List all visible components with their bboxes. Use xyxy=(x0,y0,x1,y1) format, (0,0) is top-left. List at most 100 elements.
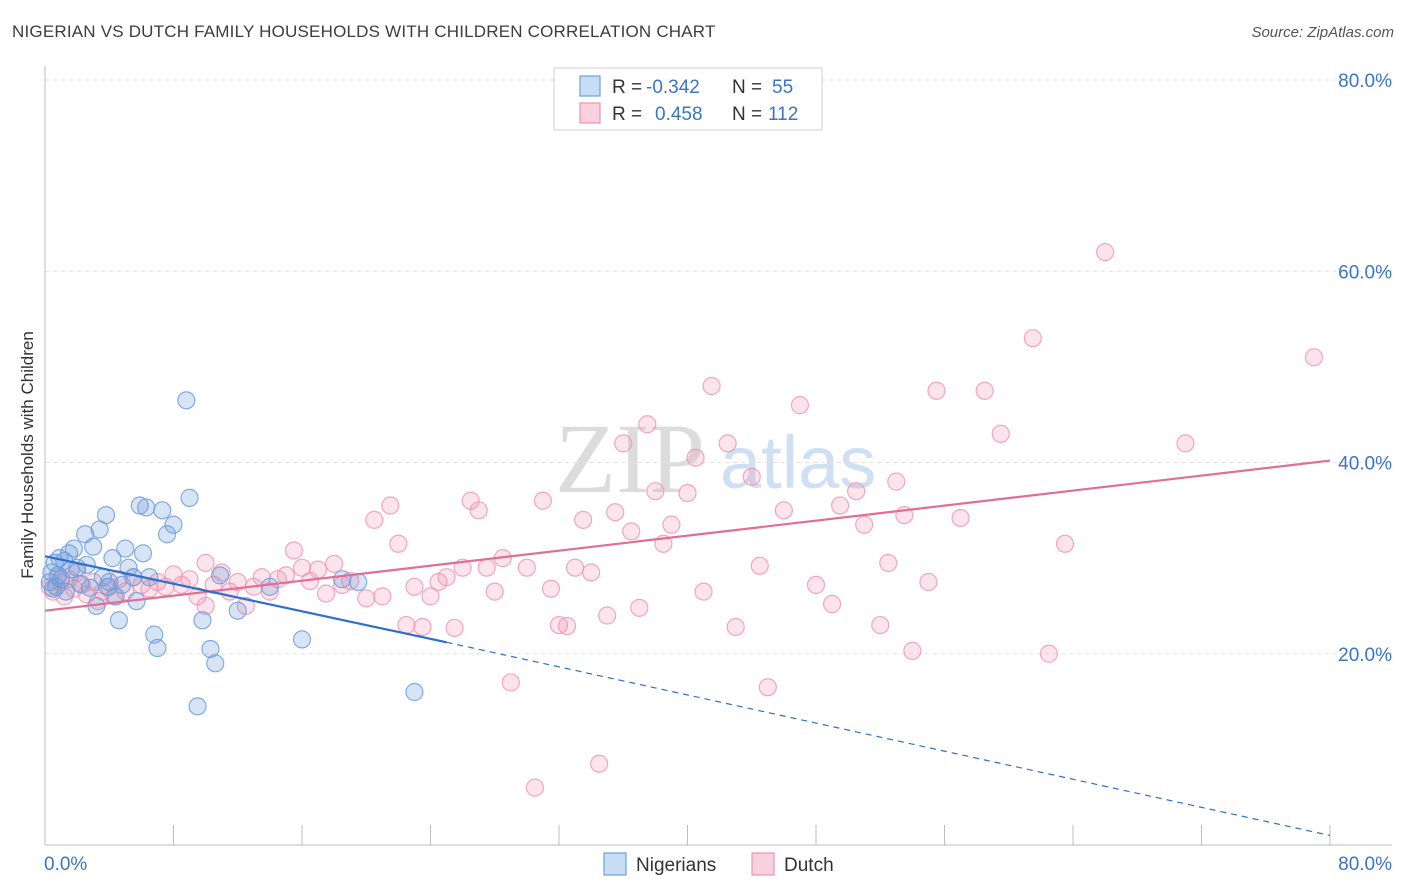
dutch-point-38 xyxy=(292,558,312,577)
dutch-point-85 xyxy=(702,376,721,396)
dutch-point-115 xyxy=(614,434,633,453)
dutch-point-92 xyxy=(790,396,810,415)
nigerian-point-38 xyxy=(157,525,177,544)
dutch-point-49 xyxy=(389,534,408,553)
dutch-point-88 xyxy=(742,467,761,486)
nigerian-point-50 xyxy=(333,570,352,589)
dutch-point-74 xyxy=(598,606,617,625)
dutch-point-48 xyxy=(381,496,400,515)
bottom-legend-swatch-nigerians xyxy=(603,852,627,876)
dutch-point-81 xyxy=(662,515,681,534)
legend-r-value-dutch: 0.458 xyxy=(655,104,703,125)
dutch-point-79 xyxy=(646,482,665,501)
dutch-point-70 xyxy=(565,558,585,577)
dutch-point-50 xyxy=(397,615,416,635)
nigerian-point-25 xyxy=(109,611,128,630)
gridlines xyxy=(45,79,1392,655)
trend-lines xyxy=(44,459,1331,837)
dutch-point-72 xyxy=(582,563,601,582)
dutch-point-63 xyxy=(501,673,520,692)
tick-labels: 0.0% 80.0% 20.0% 40.0% 60.0% 80.0% xyxy=(44,71,1392,875)
nigerian-point-21 xyxy=(96,505,116,525)
dutch-point-90 xyxy=(758,678,777,697)
dutch-point-87 xyxy=(726,617,745,637)
nigerian-point-27 xyxy=(116,539,135,558)
dutch-point-45 xyxy=(357,589,376,608)
nigerian-point-12 xyxy=(64,539,84,558)
chart-title: NIGERIAN VS DUTCH FAMILY HOUSEHOLDS WITH… xyxy=(12,22,716,41)
dutch-point-52 xyxy=(413,617,432,637)
source-credit: Source: ZipAtlas.com xyxy=(1251,24,1394,41)
dutch-point-51 xyxy=(405,577,424,596)
correlation-legend: R = -0.342 N = 55 R = 0.458 N = 112 xyxy=(553,67,823,131)
dutch-points xyxy=(40,243,1324,797)
nigerian-point-9 xyxy=(56,582,75,601)
dutch-point-71 xyxy=(573,510,593,529)
dutch-point-28 xyxy=(212,563,231,582)
nigerian-point-43 xyxy=(193,611,212,630)
y-tick-label-40: 40.0% xyxy=(1338,454,1392,475)
nigerian-point-28 xyxy=(119,558,138,577)
y-tick-label-20: 20.0% xyxy=(1338,645,1392,666)
nigerian-point-37 xyxy=(153,501,172,520)
y-tick-label-60: 60.0% xyxy=(1338,262,1392,283)
dutch-point-75 xyxy=(606,503,625,522)
bottom-legend-swatch-dutch xyxy=(751,852,775,876)
nigerian-point-52 xyxy=(405,682,424,702)
dutch-point-94 xyxy=(822,594,842,614)
nigerian-point-47 xyxy=(228,601,247,620)
dutch-point-108 xyxy=(1023,329,1042,348)
nigerian-point-14 xyxy=(71,574,90,594)
dutch-point-56 xyxy=(445,618,464,638)
nigerian-point-49 xyxy=(292,630,312,649)
nigerian-points xyxy=(40,391,424,716)
nigerian-point-54 xyxy=(98,577,117,596)
dutch-point-102 xyxy=(903,641,922,660)
legend-n-value-dutch: 112 xyxy=(768,104,798,125)
dutch-point-104 xyxy=(927,381,946,400)
dutch-point-47 xyxy=(373,587,392,606)
dutch-point-82 xyxy=(678,484,697,503)
axes xyxy=(44,66,1392,846)
nigerian-point-31 xyxy=(130,496,149,515)
x-tick-label-0: 0.0% xyxy=(44,854,87,875)
dutch-point-98 xyxy=(871,615,890,635)
dutch-point-46 xyxy=(365,510,384,529)
nigerian-point-41 xyxy=(180,488,199,507)
nigerian-point-46 xyxy=(210,566,230,585)
dutch-point-42 xyxy=(325,554,344,573)
legend-swatch-nigerians xyxy=(579,75,601,97)
series-legend: Nigerians Dutch xyxy=(603,852,834,876)
legend-swatch-dutch xyxy=(579,102,601,124)
dutch-point-97 xyxy=(855,515,874,534)
dutch-point-96 xyxy=(847,482,866,501)
dutch-point-64 xyxy=(517,558,536,577)
dutch-point-111 xyxy=(1096,243,1115,262)
legend-n-label-nigerians: N = xyxy=(732,77,762,98)
nigerian-point-51 xyxy=(349,572,368,592)
dutch-point-36 xyxy=(276,566,296,585)
dutch-point-91 xyxy=(774,501,793,520)
nigerian-point-42 xyxy=(188,697,207,716)
dutch-point-26 xyxy=(196,553,215,573)
dutch-point-65 xyxy=(525,778,545,797)
nigerian-point-17 xyxy=(84,537,103,556)
dutch-point-114 xyxy=(196,596,215,616)
nigerian-trend-extension xyxy=(446,641,1331,837)
dutch-trend-line xyxy=(44,459,1331,612)
legend-n-label-dutch: N = xyxy=(732,104,762,125)
dutch-point-105 xyxy=(951,508,970,528)
nigerian-point-39 xyxy=(164,515,183,534)
nigerian-point-44 xyxy=(201,639,220,659)
watermark-zip: ZIP xyxy=(555,403,705,514)
legend-n-value-nigerians: 55 xyxy=(772,77,793,98)
dutch-point-107 xyxy=(991,424,1010,443)
dutch-point-67 xyxy=(541,579,561,598)
nigerian-point-33 xyxy=(137,498,156,517)
nigerian-point-16 xyxy=(80,578,100,597)
dutch-point-77 xyxy=(630,598,649,617)
dutch-point-106 xyxy=(975,381,994,400)
dutch-point-55 xyxy=(437,568,456,587)
nigerian-point-35 xyxy=(145,625,164,644)
dutch-point-93 xyxy=(806,575,826,595)
